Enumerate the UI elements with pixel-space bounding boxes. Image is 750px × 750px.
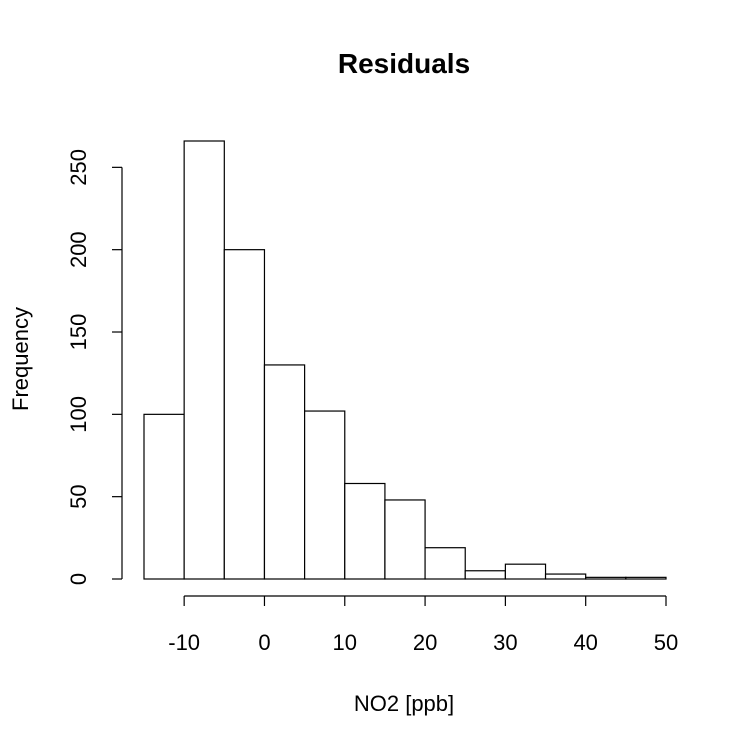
- y-axis-label: Frequency: [8, 307, 33, 411]
- y-tick-label: 0: [66, 573, 91, 585]
- histogram-bar: [544, 573, 587, 580]
- x-axis: -10 0 10 20 30 40 50: [168, 595, 678, 655]
- histogram-bar: [464, 570, 506, 580]
- x-tick-label: 0: [258, 630, 270, 655]
- histogram-bar: [344, 482, 386, 580]
- x-axis-label: NO2 [ppb]: [354, 691, 454, 716]
- y-tick-label: 150: [66, 314, 91, 351]
- histogram-bar: [504, 563, 547, 580]
- x-tick-label: 30: [493, 630, 517, 655]
- x-tick-label: -10: [168, 630, 200, 655]
- chart-title: Residuals: [338, 48, 470, 79]
- histogram-bar: [304, 410, 346, 580]
- bars-group: [143, 140, 667, 580]
- y-tick-label: 250: [66, 149, 91, 186]
- x-tick-label: 10: [333, 630, 357, 655]
- histogram-bar: [183, 140, 225, 580]
- histogram-bar: [223, 249, 266, 580]
- y-axis: 0 50 100 150 200 250: [66, 149, 123, 585]
- y-tick-label: 50: [66, 484, 91, 508]
- histogram-bar: [585, 576, 627, 580]
- histogram-bar: [143, 413, 185, 580]
- histogram-bar: [263, 364, 306, 580]
- x-tick-label: 40: [573, 630, 597, 655]
- histogram-bar: [625, 576, 667, 580]
- histogram-bar: [424, 547, 466, 580]
- x-tick-label: 20: [413, 630, 437, 655]
- y-tick-label: 100: [66, 396, 91, 433]
- histogram-bar: [384, 499, 426, 580]
- y-tick-label: 200: [66, 231, 91, 268]
- x-tick-label: 50: [654, 630, 678, 655]
